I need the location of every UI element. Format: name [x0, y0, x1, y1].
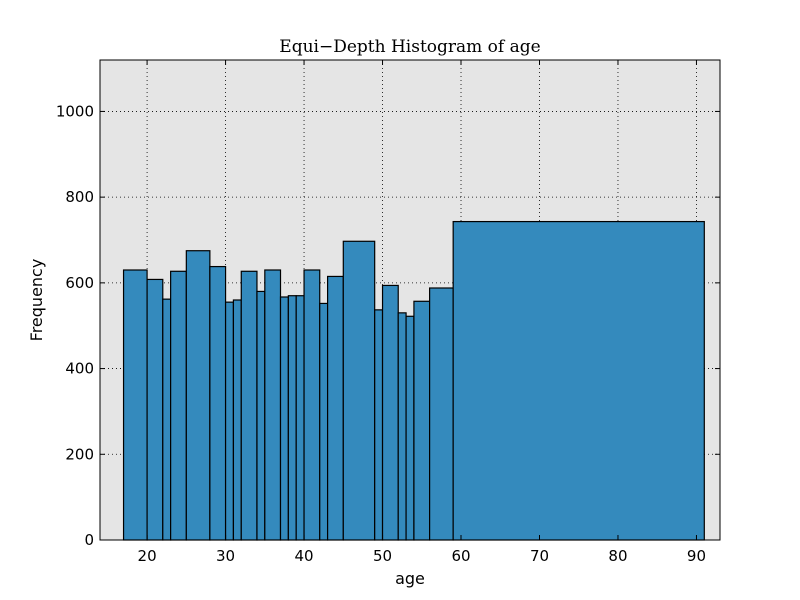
histogram-bar: [374, 309, 384, 541]
histogram-bar: [224, 301, 235, 541]
plot-frame: [99, 59, 721, 541]
y-tick-label: 1000: [56, 102, 94, 120]
histogram-bar: [264, 269, 282, 541]
histogram-bars: [122, 220, 705, 541]
histogram-bar: [326, 275, 344, 541]
histogram-bar: [256, 290, 266, 541]
y-tick-label: 0: [84, 531, 94, 549]
histogram-bar: [429, 287, 454, 541]
histogram-bar: [185, 250, 211, 541]
chart-title: Equi−Depth Histogram of age: [279, 37, 540, 57]
histogram-bar: [146, 278, 164, 541]
x-tick-label: 50: [373, 547, 392, 565]
histogram-bar: [342, 240, 376, 541]
histogram-bar: [287, 295, 297, 541]
histogram-bar: [397, 312, 407, 541]
x-tick-label: 90: [687, 547, 706, 565]
histogram-bar: [279, 296, 289, 541]
y-tick-label: 400: [65, 360, 94, 378]
x-tick-label: 60: [451, 547, 470, 565]
y-tick-label: 200: [65, 445, 94, 463]
x-axis-label: age: [395, 569, 425, 588]
x-tick-label: 40: [295, 547, 314, 565]
histogram-bar: [209, 265, 227, 541]
x-tick-label: 70: [530, 547, 549, 565]
histogram-bar: [232, 299, 242, 541]
histogram-bar: [303, 269, 321, 541]
histogram-bar: [295, 295, 305, 541]
y-axis-label: Frequency: [27, 259, 46, 342]
histogram-bar: [170, 270, 187, 541]
histogram-bar: [319, 302, 329, 541]
histogram-bar: [405, 315, 415, 541]
histogram-bar: [162, 298, 172, 541]
x-tick-label: 30: [216, 547, 235, 565]
histogram-bar: [381, 284, 399, 541]
x-tick-label: 80: [608, 547, 627, 565]
x-tick-label: 20: [138, 547, 157, 565]
axis-ticks: 20 30 40 50 60 70 80 90 0 200 400 600 800 1000: [56, 60, 720, 565]
histogram-bar: [240, 270, 258, 541]
histogram-bar: [413, 300, 431, 541]
histogram-bar: [122, 269, 148, 541]
histogram-bar: [452, 220, 705, 541]
y-tick-label: 800: [65, 188, 94, 206]
y-tick-label: 600: [65, 274, 94, 292]
